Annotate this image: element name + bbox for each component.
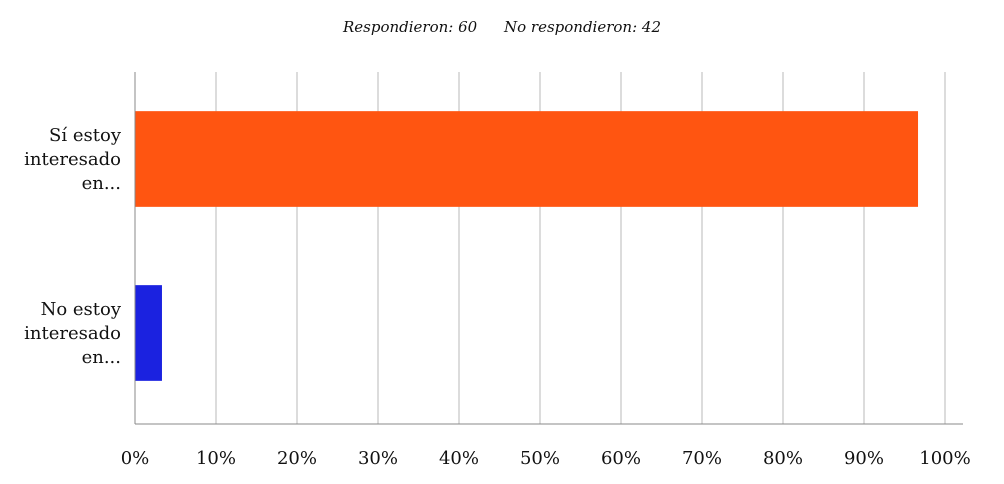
x-tick-label: 10% [196,448,236,469]
x-tick-labels: 0% 10% 20% 30% 40% 50% 60% 70% 80% 90% 100% [121,448,971,469]
x-tick-label: 60% [601,448,641,469]
x-tick-label: 0% [121,448,150,469]
bar [135,285,162,381]
x-tick-label: 20% [277,448,317,469]
answered-count: Respondieron: 60 [342,18,478,36]
x-tick-label: 80% [763,448,803,469]
x-tick-label: 70% [682,448,722,469]
category-label: No estoy interesado en... [24,299,122,368]
category-labels: Sí estoy interesado en... No estoy interesad… [24,125,122,368]
skipped-count: No respondieron: 42 [503,18,661,36]
bar [135,111,919,207]
response-summary: Respondieron: 60 No respondieron: 42 [0,18,1004,36]
x-tick-label: 30% [358,448,398,469]
x-tick-label: 50% [520,448,560,469]
x-tick-label: 100% [919,448,970,469]
x-tick-label: 90% [844,448,884,469]
x-tick-label: 40% [439,448,479,469]
category-label: Sí estoy interesado en... [24,125,122,194]
bars [135,111,919,381]
axes [134,72,963,425]
